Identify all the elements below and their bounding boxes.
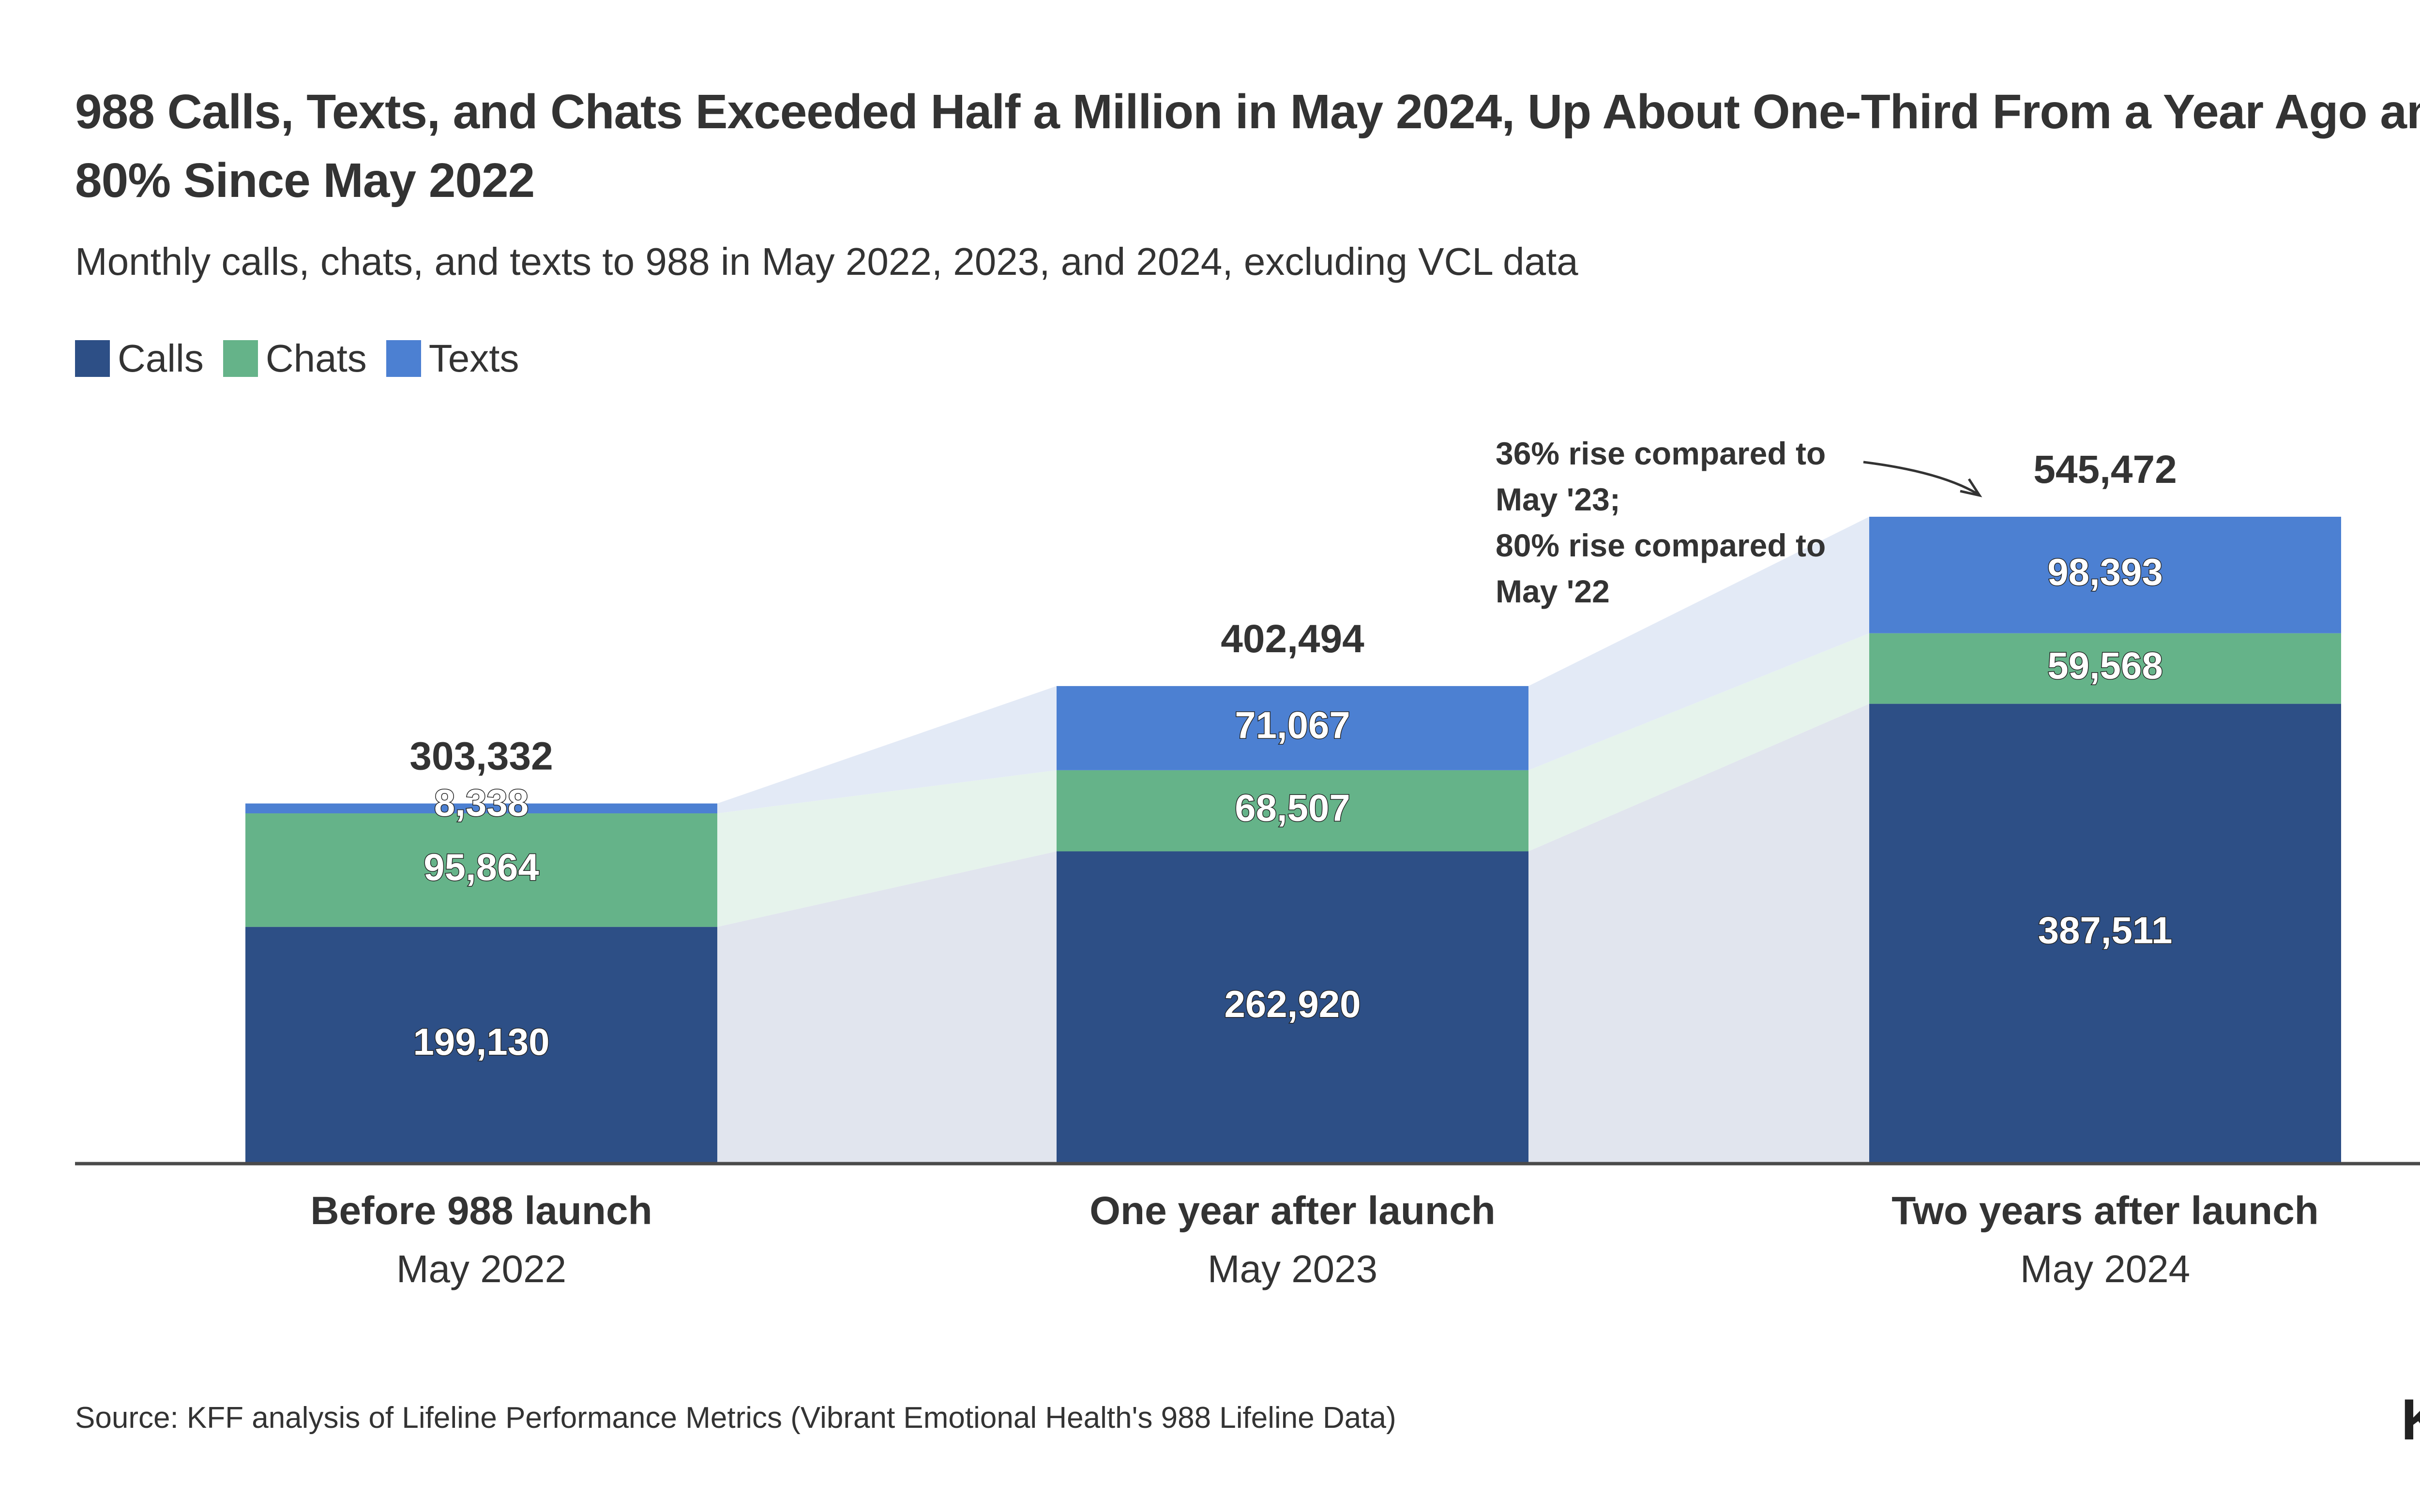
connector-calls-0-1: [717, 851, 1057, 1163]
bar-chats-0: [245, 813, 717, 927]
annotation-line-1: May '23;: [1496, 481, 1620, 517]
bar-chats-1: [1057, 770, 1528, 852]
bar-texts-0: [245, 803, 717, 814]
chart-subtitle: Monthly calls, chats, and texts to 988 i…: [75, 240, 1578, 283]
total-labels: 303,332 402,494 545,472: [409, 448, 2177, 778]
connector-chats-1-2: [1528, 633, 1869, 852]
category-label-1: One year after launch: [1089, 1189, 1496, 1233]
bar-calls-1: [1057, 851, 1528, 1163]
bar-texts-2: [1869, 517, 2341, 633]
category-label-0: Before 988 launch: [310, 1189, 652, 1233]
segment-label-calls-1: 262,920: [1225, 983, 1361, 1025]
annotation: 36% rise compared to May '23; 80% rise co…: [1496, 435, 1982, 609]
connector-calls-1-2: [1528, 704, 1869, 1163]
legend-item-chats: Chats: [223, 336, 367, 381]
segment-label-texts-1: 71,067: [1235, 704, 1350, 747]
legend-label-texts: Texts: [428, 337, 519, 380]
annotation-arrow-icon: [1863, 461, 1980, 496]
connector-texts-1-2: [1528, 517, 1869, 770]
bar-chats-2: [1869, 633, 2341, 704]
annotation-line-0: 36% rise compared to: [1496, 435, 1826, 471]
source-note: Source: KFF analysis of Lifeline Perform…: [75, 1401, 1396, 1435]
connector-bands: [717, 517, 1869, 1163]
legend-swatch-chats: [223, 340, 258, 377]
legend-item-texts: Texts: [386, 336, 519, 381]
segment-label-calls-0: 199,130: [413, 1020, 550, 1063]
category-sublabel-1: May 2023: [1208, 1247, 1377, 1290]
bar-calls-0: [245, 927, 717, 1163]
legend-swatch-calls: [75, 340, 110, 377]
legend-label-calls: Calls: [118, 337, 204, 380]
category-label-2: Two years after launch: [1891, 1189, 2319, 1233]
category-sublabel-2: May 2024: [2020, 1247, 2190, 1290]
segment-label-texts-2: 98,393: [2047, 551, 2163, 593]
segment-label-chats-1: 68,507: [1235, 786, 1350, 829]
segment-label-chats-2: 59,568: [2047, 644, 2163, 687]
annotation-arrowhead-icon: [1960, 478, 1982, 497]
chart-title: 988 Calls, Texts, and Chats Exceeded Hal…: [75, 85, 2420, 208]
category-labels: Before 988 launch May 2022 One year after …: [310, 1189, 2318, 1290]
kff-logo: KFF: [2401, 1386, 2420, 1453]
legend-swatch-texts: [386, 340, 421, 377]
segment-label-chats-0: 95,864: [424, 846, 539, 888]
annotation-line-3: May '22: [1496, 573, 1610, 609]
legend-item-calls: Calls: [75, 336, 204, 381]
category-sublabel-0: May 2022: [396, 1247, 566, 1290]
connector-texts-0-1: [717, 686, 1057, 814]
bar-texts-1: [1057, 686, 1528, 770]
bars: [245, 517, 2341, 1163]
legend-label-chats: Chats: [265, 337, 367, 380]
total-label-1: 402,494: [1221, 617, 1364, 661]
annotation-line-2: 80% rise compared to: [1496, 527, 1826, 563]
connector-chats-0-1: [717, 770, 1057, 927]
total-label-0: 303,332: [409, 734, 553, 778]
segment-labels: 199,130 95,864 8,338 262,920 68,507 71,067 387…: [412, 550, 2173, 1064]
segment-label-texts-0: 8,338: [434, 781, 529, 824]
total-label-2: 545,472: [2033, 448, 2177, 492]
segment-label-calls-2: 387,511: [2038, 909, 2173, 951]
legend: Calls Chats Texts: [75, 336, 539, 381]
bar-calls-2: [1869, 704, 2341, 1163]
